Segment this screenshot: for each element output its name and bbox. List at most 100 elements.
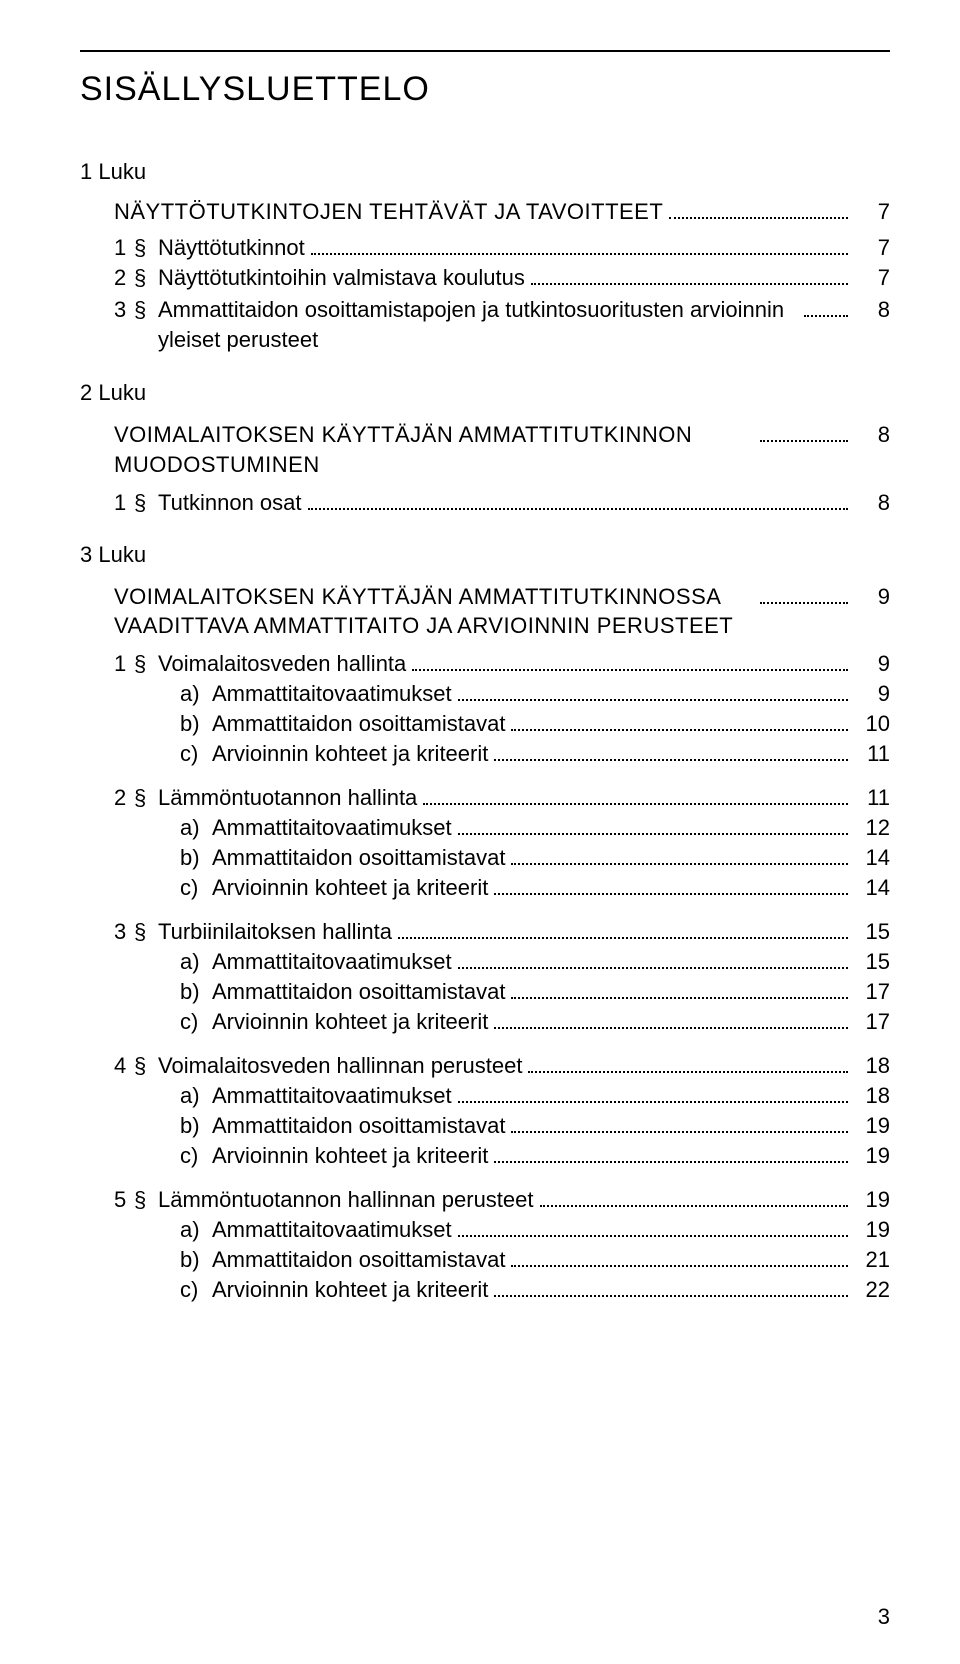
section-mark: § (134, 651, 158, 677)
subitem-label: Ammattitaitovaatimukset (212, 949, 452, 975)
spacer (80, 771, 890, 785)
page: SISÄLLYSLUETTELO 1 Luku NÄYTTÖTUTKINTOJEN… (0, 0, 960, 1664)
subitem-label: Ammattitaitovaatimukset (212, 815, 452, 841)
subitem-prefix: c) (180, 1143, 212, 1169)
spacer (80, 1039, 890, 1053)
section-mark: § (134, 919, 158, 945)
toc-subitem-row: b)Ammattitaidon osoittamistavat19 (180, 1113, 890, 1139)
toc-subitem-row: b)Ammattitaidon osoittamistavat21 (180, 1247, 890, 1273)
subitem-label: Arvioinnin kohteet ja kriteerit (212, 741, 488, 767)
page-ref: 9 (854, 584, 890, 610)
chapter-label: 1 Luku (80, 159, 890, 185)
toc-subitem-row: c)Arvioinnin kohteet ja kriteerit 11 (180, 741, 890, 767)
leader-dots (494, 1161, 848, 1163)
section-mark: § (134, 297, 158, 323)
spacer (80, 905, 890, 919)
subitem-label: Ammattitaitovaatimukset (212, 1083, 452, 1109)
leader-dots (760, 602, 848, 604)
subitem-prefix: a) (180, 1083, 212, 1109)
section-label: Voimalaitosveden hallinta (158, 651, 406, 677)
section-number: 1 (114, 235, 134, 261)
toc-subitem-row: a)Ammattitaitovaatimukset18 (180, 1083, 890, 1109)
section-number: 4 (114, 1053, 134, 1079)
page-ref: 14 (854, 845, 890, 871)
leader-dots (511, 997, 848, 999)
subitem-prefix: c) (180, 1277, 212, 1303)
top-rule (80, 50, 890, 52)
subitem-label: Ammattitaidon osoittamistavat (212, 1247, 505, 1273)
leader-dots (458, 699, 848, 701)
subitem-prefix: a) (180, 815, 212, 841)
section-mark: § (134, 235, 158, 261)
spacer (80, 1321, 890, 1335)
subitem-prefix: a) (180, 949, 212, 975)
spacer (80, 1173, 890, 1187)
section-label: Näyttötutkintoihin valmistava koulutus (158, 265, 525, 291)
toc-subitem-row: b)Ammattitaidon osoittamistavat17 (180, 979, 890, 1005)
chapter-label: 3 Luku (80, 542, 890, 568)
page-ref: 11 (854, 741, 890, 767)
subitem-prefix: c) (180, 741, 212, 767)
subitem-label: Ammattitaitovaatimukset (212, 681, 452, 707)
leader-dots (511, 1265, 848, 1267)
toc-section-row: 1§Näyttötutkinnot7 (114, 235, 890, 261)
leader-dots (511, 729, 848, 731)
toc-subitem-row: c)Arvioinnin kohteet ja kriteerit19 (180, 1143, 890, 1169)
chapter-label: 2 Luku (80, 380, 890, 406)
subitem-prefix: a) (180, 681, 212, 707)
spacer (80, 358, 890, 372)
leader-dots (760, 440, 848, 442)
leader-dots (311, 253, 848, 255)
subitem-label: Ammattitaidon osoittamistavat (212, 1113, 505, 1139)
section-mark: § (134, 1187, 158, 1213)
leader-dots (308, 508, 849, 510)
page-ref: 8 (854, 490, 890, 516)
toc-section-row: 2§Näyttötutkintoihin valmistava koulutus… (114, 265, 890, 291)
leader-dots (511, 863, 848, 865)
toc-subitem-row: c)Arvioinnin kohteet ja kriteerit17 (180, 1009, 890, 1035)
subitem-prefix: b) (180, 845, 212, 871)
leader-dots (458, 1235, 848, 1237)
toc-section-row: 3§Ammattitaidon osoittamistapojen ja tut… (114, 295, 890, 354)
section-label: Tutkinnon osat (158, 490, 302, 516)
toc-subitem-row: c)Arvioinnin kohteet ja kriteerit22 (180, 1277, 890, 1303)
page-ref: 15 (854, 949, 890, 975)
subitem-prefix: a) (180, 1217, 212, 1243)
subitem-prefix: b) (180, 711, 212, 737)
section-label: Voimalaitosveden hallinnan perusteet (158, 1053, 522, 1079)
spacer (80, 520, 890, 534)
section-mark: § (134, 785, 158, 811)
page-title: SISÄLLYSLUETTELO (80, 70, 890, 109)
section-label: Lämmöntuotannon hallinta (158, 785, 417, 811)
subitem-label: Arvioinnin kohteet ja kriteerit (212, 875, 488, 901)
leader-dots (458, 1101, 848, 1103)
section-number: 2 (114, 265, 134, 291)
page-ref: 7 (854, 235, 890, 261)
section-label: Turbiinilaitoksen hallinta (158, 919, 392, 945)
toc-subitem-row: a)Ammattitaitovaatimukset12 (180, 815, 890, 841)
page-ref: 22 (854, 1277, 890, 1303)
leader-dots (398, 937, 848, 939)
toc-subitem-row: a)Ammattitaitovaatimukset 15 (180, 949, 890, 975)
leader-dots (528, 1071, 848, 1073)
toc-section-row: 5§Lämmöntuotannon hallinnan perusteet19 (114, 1187, 890, 1213)
page-ref: 10 (854, 711, 890, 737)
section-mark: § (134, 490, 158, 516)
leader-dots (494, 759, 848, 761)
leader-dots (494, 893, 848, 895)
spacer (80, 1307, 890, 1321)
toc-section-row: 4§Voimalaitosveden hallinnan perusteet18 (114, 1053, 890, 1079)
leader-dots (494, 1027, 848, 1029)
section-number: 5 (114, 1187, 134, 1213)
subitem-prefix: c) (180, 1009, 212, 1035)
page-ref: 17 (854, 1009, 890, 1035)
section-number: 3 (114, 297, 134, 323)
chapter-heading-row: VOIMALAITOKSEN KÄYTTÄJÄN AMMATTITUTKINNO… (80, 582, 890, 641)
page-ref: 7 (854, 199, 890, 225)
chapter-heading: VOIMALAITOKSEN KÄYTTÄJÄN AMMATTITUTKINNO… (114, 582, 754, 641)
section-number: 1 (114, 651, 134, 677)
chapter-heading-row: NÄYTTÖTUTKINTOJEN TEHTÄVÄT JA TAVOITTEET… (80, 199, 890, 225)
toc-subitem-row: b)Ammattitaidon osoittamistavat10 (180, 711, 890, 737)
section-number: 1 (114, 490, 134, 516)
leader-dots (458, 967, 848, 969)
